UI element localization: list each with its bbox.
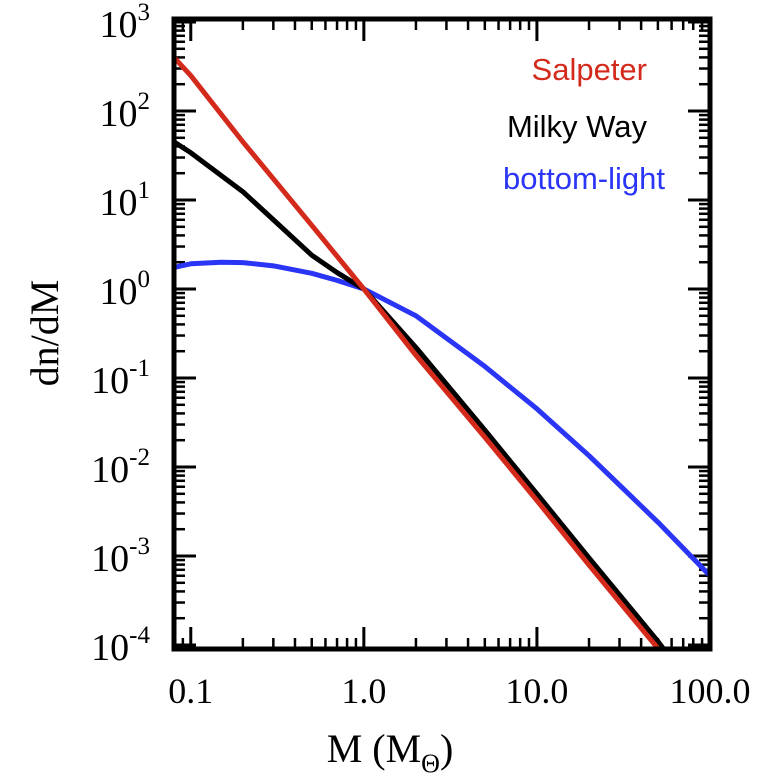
legend-salpeter: Salpeter — [532, 52, 647, 87]
series-line-milky-way — [174, 139, 667, 649]
y-tick-label: 101 — [100, 177, 151, 224]
x-tick-label: 100.0 — [670, 671, 751, 711]
y-tick-label: 10-4 — [91, 622, 150, 669]
tick-labels-layer: 0.1 1.0 10.0 100.0 103 102 101 100 10-1 10-2 10-3 1… — [91, 0, 750, 711]
x-tick-label: 10.0 — [505, 671, 568, 711]
y-tick-label: 100 — [100, 266, 151, 313]
y-tick-label: 102 — [100, 88, 151, 135]
y-tick-label: 103 — [100, 0, 151, 46]
y-tick-label: 10-3 — [91, 533, 150, 580]
x-axis-title: M (MΘ) — [327, 726, 454, 778]
series-line-salpeter — [174, 55, 662, 649]
x-tick-label: 1.0 — [341, 671, 386, 711]
x-axis-title-main: M (M — [327, 726, 421, 771]
plot-frame — [171, 16, 713, 652]
legend: Salpeter Milky Way bottom-light — [503, 52, 665, 196]
series-line-bottom-light — [174, 259, 710, 578]
y-tick-label: 10-2 — [91, 444, 150, 491]
x-axis-title-sub: Θ — [421, 749, 440, 778]
x-axis-title-close: ) — [440, 726, 453, 771]
series-layer — [174, 55, 710, 649]
y-axis-title: dn/dM — [22, 280, 67, 387]
x-tick-label: 0.1 — [168, 671, 213, 711]
legend-bottom-light: bottom-light — [503, 161, 665, 196]
legend-milky-way: Milky Way — [507, 109, 648, 144]
y-tick-label: 10-1 — [91, 355, 150, 402]
